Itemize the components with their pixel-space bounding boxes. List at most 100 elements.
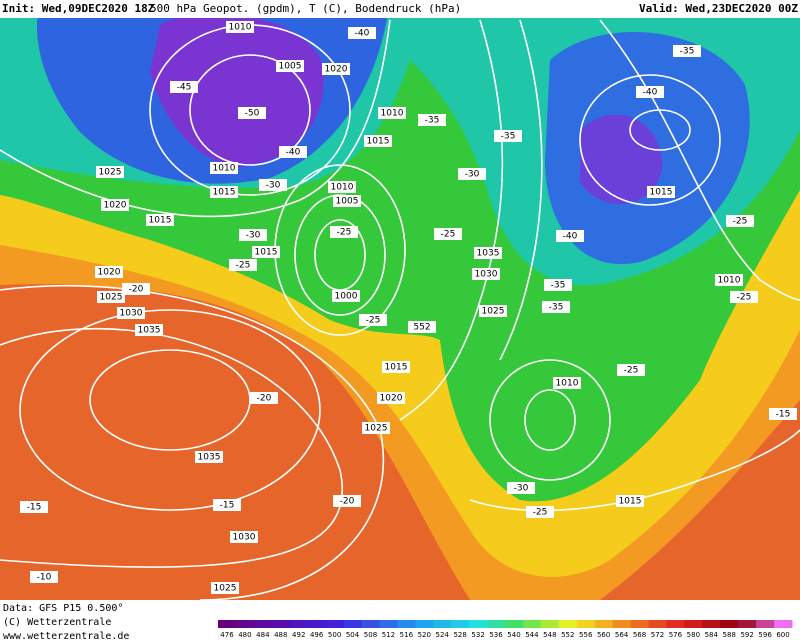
colorbar-segment [379, 620, 398, 628]
colorbar-segment [720, 620, 739, 628]
isoline-label: -30 [514, 484, 529, 494]
labels: 1010 1005 1020 -40 -45 -50 -40 1010 1015 -30 1025 1… [20, 21, 797, 594]
colorbar-segment [666, 620, 685, 628]
init-time: Init: Wed,09DEC2020 18Z [2, 2, 155, 15]
isoline-label: -35 [549, 303, 564, 313]
isoline-label: -35 [680, 47, 695, 57]
colorbar-label: 476 [220, 631, 234, 639]
colorbar: 476 480 484 488 492 496 500 504 508 512 516 520 524 5… [218, 620, 793, 639]
isoline-label: -50 [245, 109, 260, 119]
isobar [189, 54, 311, 166]
colorbar-segment [218, 620, 237, 628]
colorbar-segment [684, 620, 703, 628]
label-box [328, 181, 356, 193]
label-box [333, 495, 361, 507]
label-box [332, 290, 360, 302]
label-box [364, 135, 392, 147]
isoline-label: -25 [533, 508, 548, 518]
colorbar-segment [343, 620, 362, 628]
colorbar-segment [397, 620, 416, 628]
colorbar-segment [235, 620, 255, 628]
label-box [239, 229, 267, 241]
label-box [135, 324, 163, 336]
isoline-label: 1010 [213, 164, 236, 174]
isoline-label: 1015 [213, 188, 236, 198]
colorbar-label: 492 [292, 631, 305, 639]
data-source: Data: GFS P15 0.500° [3, 603, 123, 614]
colorbar-segment [325, 620, 345, 628]
label-box [434, 228, 462, 240]
colorbar-segment [361, 620, 380, 628]
label-box [494, 130, 522, 142]
isoline-label: -20 [257, 394, 272, 404]
colorbar-segment [469, 620, 488, 628]
colorbar-segment [271, 620, 291, 628]
label-box [322, 63, 350, 75]
isoline-label: 1030 [475, 270, 498, 280]
colorbar-segment [433, 620, 452, 628]
isobar [469, 429, 800, 512]
isoline-label: -25 [733, 217, 748, 227]
colorbar-label: 588 [723, 631, 736, 639]
isoline-label: -30 [246, 231, 261, 241]
isobar [524, 389, 576, 451]
colorbar-segment [307, 620, 327, 628]
isoline-label: -15 [220, 501, 235, 511]
label-box [226, 21, 254, 33]
colorbar-segment [505, 620, 524, 628]
colorbar-label: 560 [597, 631, 610, 639]
isoline-label: -35 [551, 281, 566, 291]
isoline-label: -20 [129, 285, 144, 295]
label-box [330, 226, 358, 238]
colorbar-label: 508 [364, 631, 377, 639]
label-box [210, 186, 238, 198]
label-box [213, 499, 241, 511]
label-box [362, 422, 390, 434]
label-box [726, 215, 754, 227]
label-box [617, 364, 645, 376]
label-box [458, 168, 486, 180]
label-box [348, 27, 376, 39]
label-box [238, 107, 266, 119]
isobar [489, 359, 611, 481]
label-box [730, 291, 758, 303]
isoline-label: -15 [776, 410, 791, 420]
isoline-label: 1015 [149, 216, 172, 226]
colorbar-label: 516 [400, 631, 414, 639]
colorbar-segment [594, 620, 614, 628]
isobar [399, 19, 504, 421]
isoline-label: -40 [563, 232, 578, 242]
website: www.wetterzentrale.de [3, 631, 129, 642]
colorbar-label: 552 [561, 631, 574, 639]
colorbar-label: 600 [776, 631, 789, 639]
label-box [769, 408, 797, 420]
label-box [715, 274, 743, 286]
isoline-label: 1010 [229, 23, 252, 33]
colorbar-label: 524 [436, 631, 450, 639]
isoline-label: -25 [737, 293, 752, 303]
colorbar-label: 580 [687, 631, 700, 639]
label-box [20, 501, 48, 513]
isoline-label: 1030 [233, 533, 256, 543]
isoline-label: -30 [465, 170, 480, 180]
colorbar-segment [702, 620, 721, 628]
isoline-label: 1020 [325, 65, 348, 75]
colorbar-segment [451, 620, 470, 628]
isoline-label: 1005 [336, 197, 359, 207]
label-box [378, 107, 406, 119]
isobar [629, 109, 691, 151]
copyright: (C) Wetterzentrale [3, 617, 111, 628]
isoline-label: 1010 [381, 109, 404, 119]
label-box [101, 199, 129, 211]
colorbar-label: 504 [346, 631, 360, 639]
isoline-label: -10 [37, 573, 52, 583]
isoline-label: 1035 [198, 453, 221, 463]
isoline-label: -35 [425, 116, 440, 126]
colorbar-segment [289, 620, 309, 628]
isoline-label: 1010 [331, 183, 354, 193]
label-box [673, 45, 701, 57]
isoline-label: 1020 [104, 201, 127, 211]
label-box [472, 268, 500, 280]
colorbar-segment [487, 620, 506, 628]
